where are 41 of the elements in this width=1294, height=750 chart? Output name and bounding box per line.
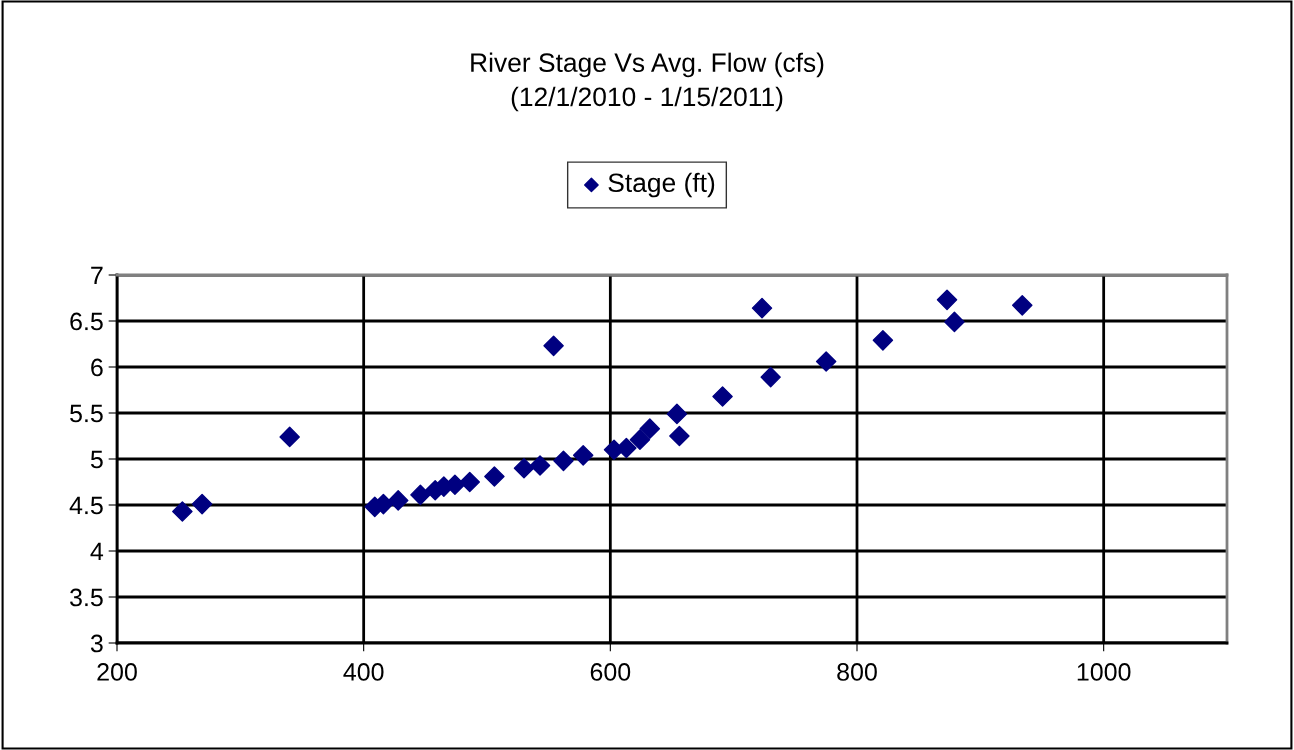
point (387, 490, 409, 511)
point (191, 493, 213, 515)
x-tick-label: 1000 (1077, 663, 1131, 681)
x-tick-label: 400 (343, 663, 384, 681)
point (616, 437, 637, 459)
point (936, 289, 958, 311)
point (712, 386, 733, 407)
point (172, 501, 193, 522)
point (484, 466, 505, 487)
y-tick-label: 5 (90, 450, 103, 469)
y-tick-label: 6 (91, 358, 103, 377)
point (572, 445, 594, 466)
point (669, 425, 690, 447)
point (639, 418, 661, 439)
point (760, 366, 781, 388)
point (459, 471, 481, 493)
chart-title: River Stage Vs Avg. Flow (cfs) (12/1/2010 - 1/15/2011) (471, 52, 824, 112)
y-tick-label: 7 (91, 266, 103, 285)
y-tick-label: 6.5 (70, 312, 103, 331)
point (872, 330, 894, 351)
point (543, 335, 564, 357)
x-tick-label: 600 (590, 663, 631, 681)
point (1011, 295, 1033, 316)
y-tick-label: 5.5 (70, 404, 103, 423)
y-tick-label: 3.5 (70, 588, 103, 607)
point (513, 457, 535, 479)
x-tick-label: 200 (97, 663, 137, 681)
point (279, 426, 300, 448)
y-tick-label: 4.5 (69, 496, 103, 515)
point (553, 450, 574, 472)
legend-label: Stage (ft) (608, 172, 715, 198)
point (666, 403, 688, 425)
point (751, 297, 773, 319)
point (629, 429, 651, 450)
y-tick-label: 4 (90, 542, 104, 561)
y-tick-label: 3 (90, 634, 103, 653)
point (815, 351, 837, 372)
x-tick-label: 800 (837, 663, 877, 681)
point (529, 455, 551, 476)
point (410, 484, 431, 506)
point (944, 311, 965, 333)
